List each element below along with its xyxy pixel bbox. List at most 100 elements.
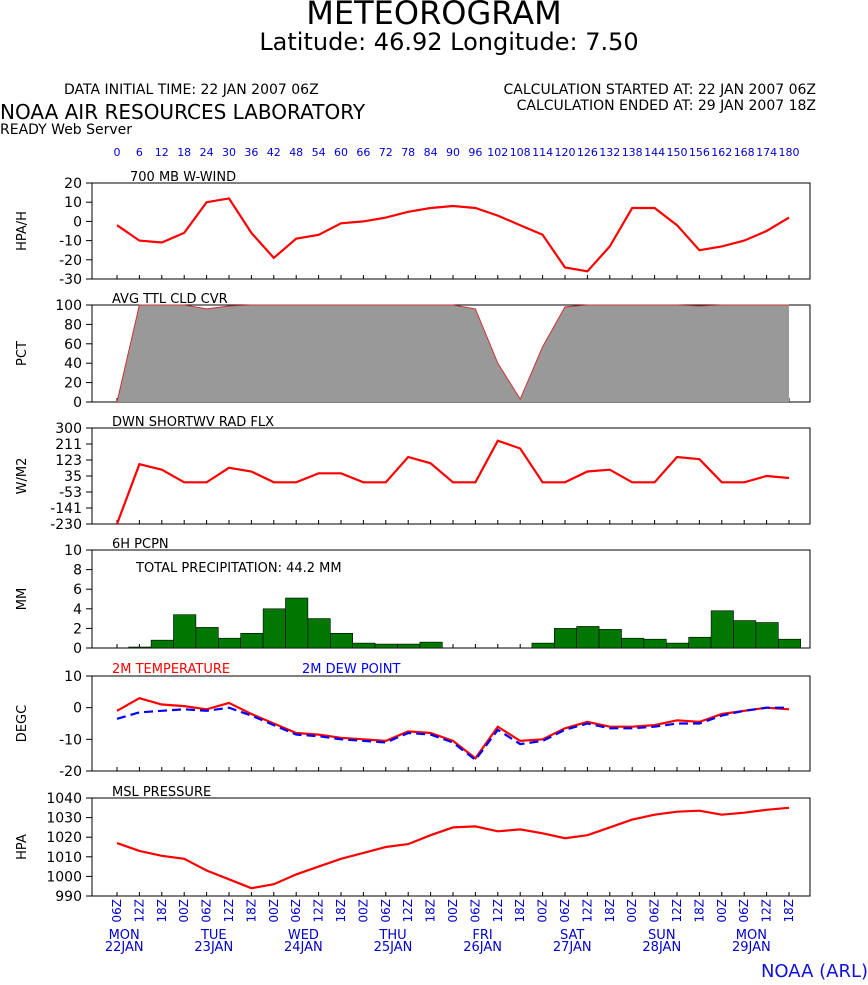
- y-tick-label: -53: [59, 485, 82, 501]
- panel-frame: [91, 549, 811, 649]
- forecast-hour-label: 48: [289, 146, 303, 159]
- y-tick-label: 2: [73, 621, 82, 637]
- time-axis-label: 18Z: [334, 899, 348, 923]
- day-date-label: 25JAN: [374, 940, 413, 955]
- y-tick-label: 1000: [46, 869, 82, 885]
- day-name-label: SUN: [648, 928, 676, 943]
- panel-title: MSL PRESSURE: [112, 785, 211, 800]
- series-line: [116, 806, 790, 890]
- day-name-label: MON: [109, 928, 140, 943]
- forecast-hour-label: 132: [599, 146, 620, 159]
- panel-frame: [91, 797, 811, 897]
- forecast-hour-label: 168: [734, 146, 755, 159]
- coordinates-label: Latitude: 46.92 Longitude: 7.50: [259, 28, 639, 56]
- y-tick-label: -30: [59, 272, 82, 288]
- time-axis-label: 18Z: [513, 899, 527, 923]
- time-axis-label: 06Z: [110, 899, 124, 923]
- day-date-label: 27JAN: [553, 940, 592, 955]
- time-axis-label: 06Z: [379, 899, 393, 923]
- calculation-ended: CALCULATION ENDED AT: 29 JAN 2007 18Z: [516, 98, 816, 114]
- y-tick-label: 6: [73, 582, 82, 598]
- credit-label: NOAA (ARL): [760, 961, 868, 982]
- precipitation-bar: [329, 632, 353, 649]
- day-date-label: 26JAN: [463, 940, 502, 955]
- precipitation-bar: [553, 628, 577, 649]
- y-tick-label: 123: [55, 453, 82, 469]
- panel-title: AVG TTL CLD CVR: [112, 292, 228, 307]
- panel-frame: [91, 675, 811, 772]
- precipitation-bar: [262, 608, 286, 649]
- y-tick-label: 1020: [46, 830, 82, 846]
- y-tick-label: -10: [59, 234, 82, 250]
- day-name-label: THU: [378, 928, 406, 943]
- cloud-cover-area: [117, 305, 789, 402]
- y-tick-label: 1030: [46, 811, 82, 827]
- forecast-hour-label: 144: [644, 146, 665, 159]
- panel-title: DWN SHORTWV RAD FLX: [112, 415, 274, 430]
- time-axis-label: 12Z: [401, 899, 415, 923]
- precipitation-bar: [218, 637, 242, 649]
- y-tick-label: 300: [55, 421, 82, 437]
- time-axis-label: 18Z: [782, 899, 796, 923]
- y-tick-label: 100: [55, 298, 82, 314]
- forecast-hour-label: 138: [622, 146, 643, 159]
- calculation-started: CALCULATION STARTED AT: 22 JAN 2007 06Z: [503, 82, 816, 98]
- y-tick-label: 990: [55, 889, 82, 905]
- precipitation-bar: [150, 639, 174, 649]
- y-tick-label: -230: [50, 517, 82, 533]
- time-axis-label: 00Z: [356, 899, 370, 923]
- precipitation-bar: [419, 641, 443, 649]
- precipitation-bar: [755, 622, 779, 649]
- time-axis-label: 06Z: [468, 899, 482, 923]
- y-tick-label: 1040: [46, 791, 82, 807]
- time-axis-label: 00Z: [267, 899, 281, 923]
- time-axis-label: 00Z: [625, 899, 639, 923]
- y-tick-label: -141: [50, 501, 82, 517]
- y-axis-label: DEGC: [15, 705, 30, 742]
- y-tick-label: 0: [73, 641, 82, 657]
- day-name-label: FRI: [472, 928, 492, 943]
- y-tick-label: 80: [64, 317, 82, 333]
- precipitation-bar: [240, 632, 264, 649]
- panel-frame: [91, 427, 811, 525]
- day-date-label: 22JAN: [105, 940, 144, 955]
- time-axis-label: 06Z: [200, 899, 214, 923]
- page-title: METEOROGRAM: [306, 0, 562, 32]
- precipitation-bar: [374, 643, 398, 649]
- time-axis-label: 06Z: [558, 899, 572, 923]
- panel-title: 700 MB W-WIND: [130, 170, 236, 185]
- y-tick-label: 40: [64, 356, 82, 372]
- y-tick-label: 4: [73, 602, 82, 618]
- time-axis-label: 18Z: [155, 899, 169, 923]
- forecast-hour-label: 54: [312, 146, 326, 159]
- series-line: [116, 697, 790, 760]
- forecast-hour-label: 120: [555, 146, 576, 159]
- forecast-hour-label: 180: [779, 146, 800, 159]
- panel-frame: [91, 182, 811, 280]
- forecast-hour-label: 162: [711, 146, 732, 159]
- precipitation-bar: [710, 610, 734, 649]
- time-axis-label: 18Z: [424, 899, 438, 923]
- forecast-hour-label: 72: [379, 146, 393, 159]
- y-tick-label: 10: [64, 543, 82, 559]
- y-tick-label: -20: [59, 253, 82, 269]
- organization-name: NOAA AIR RESOURCES LABORATORY: [0, 100, 366, 124]
- dew-point-line: [116, 706, 789, 762]
- time-axis-label: 12Z: [670, 899, 684, 923]
- precipitation-bar: [733, 620, 757, 649]
- time-axis-label: 00Z: [177, 899, 191, 923]
- y-tick-label: 0: [73, 214, 82, 230]
- forecast-hour-label: 12: [155, 146, 169, 159]
- y-tick-label: 0: [73, 701, 82, 717]
- day-name-label: SAT: [560, 928, 584, 943]
- y-axis-label: MM: [15, 588, 30, 610]
- time-axis-label: 18Z: [244, 899, 258, 923]
- series-line: [116, 197, 790, 273]
- y-tick-label: 8: [73, 563, 82, 579]
- time-axis-label: 12Z: [760, 899, 774, 923]
- precipitation-bar: [397, 643, 421, 649]
- cloud-cover-line: [116, 304, 789, 403]
- y-tick-label: 10: [64, 195, 82, 211]
- forecast-hour-label: 126: [577, 146, 598, 159]
